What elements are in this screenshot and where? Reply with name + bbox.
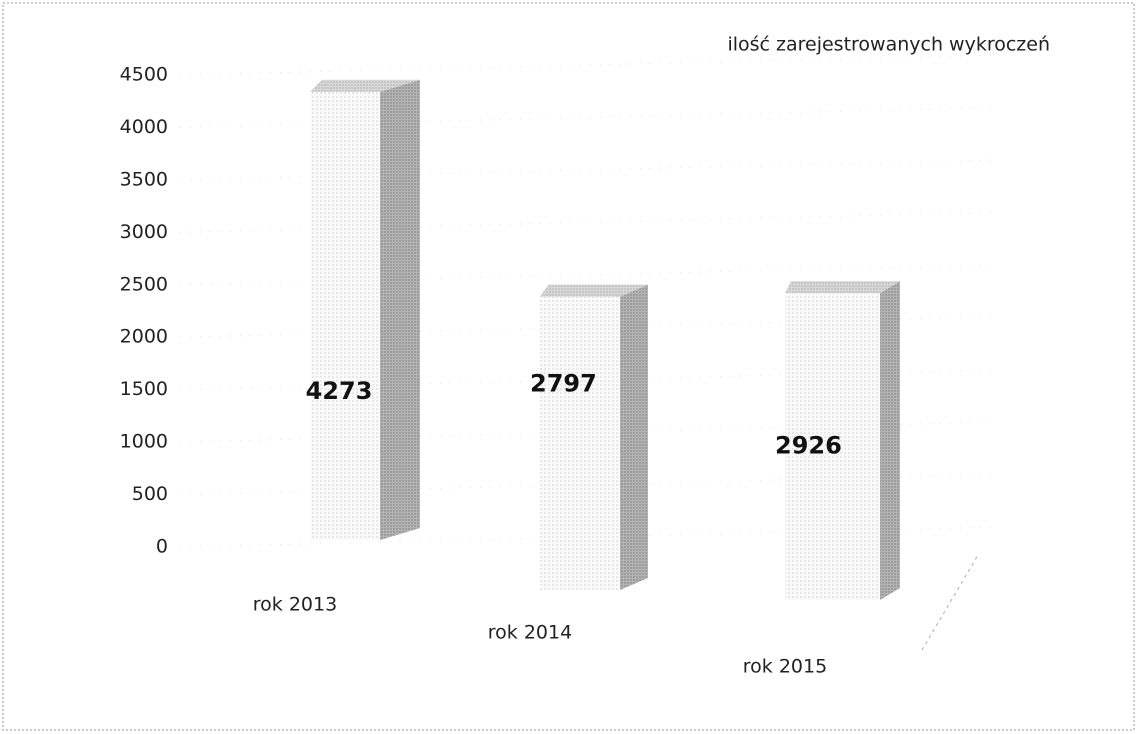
bar-front: [540, 296, 620, 590]
grid-line: [179, 54, 1001, 76]
grid-line: [179, 264, 1001, 286]
grid-line: [179, 211, 1001, 233]
x-tick-label: rok 2014: [488, 622, 572, 644]
y-tick-label: 3500: [120, 168, 168, 190]
grid-line: [179, 106, 1001, 128]
y-tick-label: 500: [132, 483, 168, 505]
data-label: 2926: [775, 432, 842, 460]
bar-side: [880, 281, 900, 600]
data-label: 2797: [530, 370, 597, 398]
depth-axis: [921, 554, 979, 651]
bar-top: [310, 79, 420, 92]
x-tick-label: rok 2015: [743, 656, 827, 678]
x-tick-label: rok 2013: [253, 594, 337, 616]
y-tick-label: 1000: [120, 431, 168, 453]
bar-side: [380, 79, 420, 540]
legend-label: ilość zarejestrowanych wykroczeń: [727, 34, 1050, 56]
y-tick-label: 2500: [120, 273, 168, 295]
y-tick-label: 4000: [120, 116, 168, 138]
data-label: 4273: [306, 377, 373, 405]
y-tick-label: 1500: [120, 378, 168, 400]
y-tick-label: 4500: [120, 64, 168, 86]
y-tick-label: 2000: [120, 326, 168, 348]
bar-top: [785, 281, 900, 294]
bar-side: [620, 284, 648, 590]
bar-top: [540, 284, 648, 297]
y-tick-label: 0: [156, 536, 168, 558]
y-tick-label: 3000: [120, 221, 168, 243]
grid-line: [179, 159, 1001, 181]
bar-front: [785, 293, 880, 600]
bar-front: [310, 91, 380, 540]
